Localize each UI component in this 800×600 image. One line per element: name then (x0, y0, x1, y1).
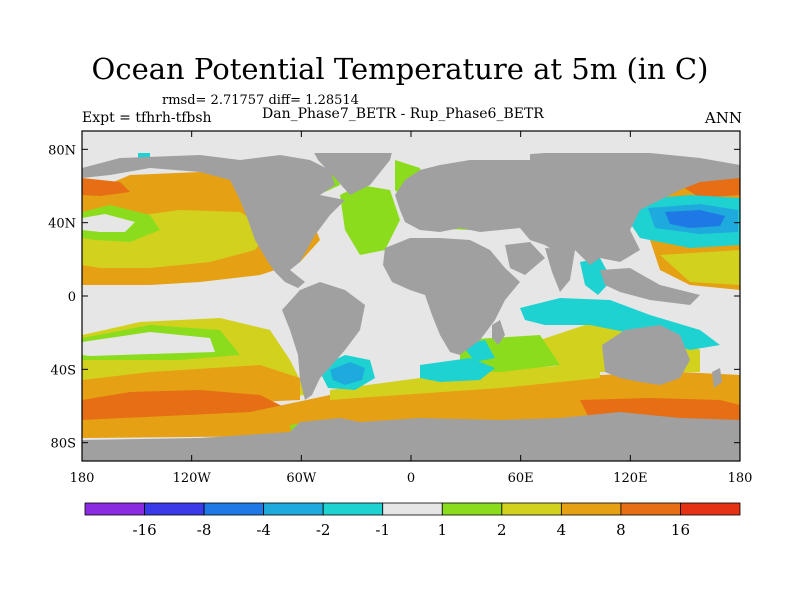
x-tick-label: 60E (508, 471, 534, 486)
legend-label: -16 (132, 521, 156, 539)
legend-label: 1 (437, 521, 447, 539)
legend-swatch (441, 502, 503, 516)
land-masses (82, 138, 740, 461)
land-madagascar (492, 320, 505, 345)
legend-swatches (84, 502, 741, 516)
stats-label: rmsd= 2.71757 diff= 1.28514 (162, 93, 359, 108)
legend-label: 16 (671, 521, 690, 539)
season-label: ANN (704, 109, 742, 127)
legend-label: -8 (197, 521, 212, 539)
subtitle: Dan_Phase7_BETR - Rup_Phase6_BETR (262, 106, 544, 122)
warm-anomaly-region (340, 185, 400, 255)
x-tick-label: 120W (173, 471, 212, 486)
cool-anomaly-region (330, 362, 365, 385)
legend-labels: -16 -8 -4 -2 -1 1 2 4 8 16 (132, 521, 690, 539)
legend-label: 8 (616, 521, 626, 539)
legend-swatch (680, 502, 741, 516)
y-tick-label: 80N (48, 143, 76, 158)
land-africa (383, 238, 520, 355)
land-new-zealand (712, 368, 722, 388)
legend-swatch (84, 502, 145, 516)
land-india (545, 248, 575, 292)
x-tick-label: 0 (407, 471, 415, 486)
legend-swatch (263, 502, 324, 516)
y-tick-label: 40S (51, 363, 76, 378)
warm-anomaly-region (680, 175, 740, 198)
legend-label: 2 (497, 521, 507, 539)
legend-swatch (620, 502, 681, 516)
land-antarctica (82, 412, 740, 461)
legend-label: 4 (557, 521, 567, 539)
warm-anomaly-region (660, 250, 740, 285)
y-tick-label: 0 (68, 290, 76, 305)
legend-swatch (382, 502, 443, 516)
y-tick-label: 40N (48, 217, 76, 232)
warm-anomaly-region (82, 332, 215, 356)
warm-anomaly-region (82, 178, 130, 196)
x-tick-label: 60W (286, 471, 317, 486)
legend-label: -2 (316, 521, 331, 539)
warm-anomaly-region (82, 214, 135, 232)
y-tick-label: 80S (51, 437, 76, 452)
x-tick-label: 120E (613, 471, 647, 486)
cool-anomaly-region (580, 258, 612, 295)
legend-swatch (144, 502, 205, 516)
legend-swatch (501, 502, 562, 516)
x-tick-label: 180 (70, 471, 95, 486)
legend-swatch (203, 502, 265, 516)
arctic-ocean-cells (82, 131, 740, 160)
legend-label: -1 (375, 521, 390, 539)
cool-anomaly-region (420, 358, 495, 382)
cool-anomaly-region (665, 210, 725, 228)
land-south-america (282, 282, 365, 400)
land-australia (602, 325, 690, 385)
land-eurasia (395, 150, 740, 265)
warm-anomaly-region (330, 362, 600, 400)
x-tick-label: 180 (728, 471, 753, 486)
experiment-label: Expt = tfhrh-tfbsh (82, 110, 212, 126)
legend-swatch (560, 502, 622, 516)
land-arabia (505, 242, 545, 275)
axis-ticks: 180 120W 60W 0 60E 120E 180 80N 40N 0 40S 80S (48, 131, 752, 486)
map-title: Ocean Potential Temperature at 5m (in C) (91, 52, 709, 86)
legend-label: -4 (256, 521, 271, 539)
land-se-asia (600, 268, 700, 305)
legend-swatch (322, 502, 384, 516)
land-north-america (82, 155, 345, 288)
